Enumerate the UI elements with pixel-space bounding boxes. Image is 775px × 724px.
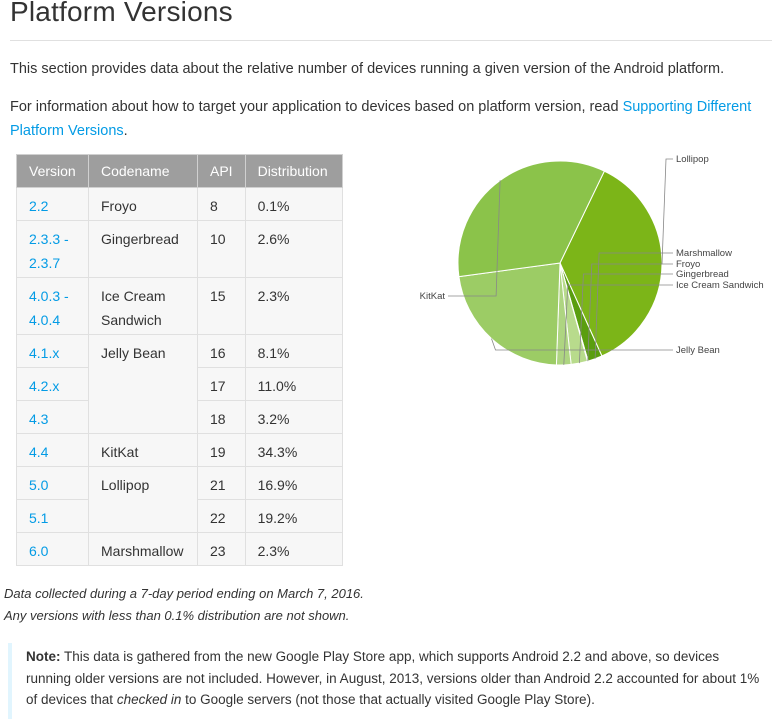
version-cell[interactable]: 4.0.3 - 4.0.4: [16, 277, 89, 335]
api-cell: 15: [197, 277, 246, 335]
distribution-cell: 2.3%: [244, 532, 343, 566]
api-cell: 22: [197, 499, 246, 533]
version-cell[interactable]: 2.3.3 - 2.3.7: [16, 220, 89, 278]
codename-cell: Ice Cream Sandwich: [88, 277, 198, 335]
api-cell: 10: [197, 220, 246, 278]
version-link[interactable]: 6.0: [29, 543, 49, 559]
pie-slice-jelly-bean: [458, 262, 561, 366]
pie-label-kitkat: KitKat: [420, 291, 446, 302]
header-distribution: Distribution: [244, 154, 343, 188]
info-suffix: .: [123, 123, 128, 139]
api-cell: 23: [197, 532, 246, 566]
table-row: 4.2.x 17 11.0%: [16, 367, 343, 401]
distribution-cell: 8.1%: [244, 334, 343, 368]
pie-label-marshmallow: Marshmallow: [676, 248, 732, 259]
version-cell[interactable]: 4.4: [16, 433, 89, 467]
table-header-row: Version Codename API Distribution: [16, 154, 343, 188]
version-link[interactable]: 4.0.3 - 4.0.4: [29, 288, 69, 328]
distribution-cell: 16.9%: [244, 466, 343, 500]
pie-label-jelly-bean: Jelly Bean: [676, 345, 720, 356]
pie-label-gingerbread: Gingerbread: [676, 269, 729, 280]
pie-label-froyo: Froyo: [676, 259, 700, 270]
api-cell: 16: [197, 334, 246, 368]
version-link[interactable]: 4.3: [29, 411, 49, 427]
table-row: 4.3 18 3.2%: [16, 400, 343, 434]
pie-leader-line: [448, 180, 501, 297]
supporting-versions-link[interactable]: Supporting Different Platform Versions: [10, 99, 752, 139]
codename-cell: KitKat: [88, 433, 198, 467]
distribution-cell: 3.2%: [244, 400, 343, 434]
version-cell[interactable]: 4.1.x: [16, 334, 89, 368]
api-cell: 21: [197, 466, 246, 500]
version-link[interactable]: 2.3.3 - 2.3.7: [29, 231, 69, 271]
version-table: Version Codename API Distribution 2.2 Fr…: [16, 154, 343, 566]
codename-cell: Froyo: [88, 187, 198, 221]
pie-label-ice-cream-sandwich: Ice Cream Sandwich: [676, 280, 764, 291]
version-link[interactable]: 4.1.x: [29, 345, 60, 361]
api-cell: 19: [197, 433, 246, 467]
distribution-cell: 11.0%: [244, 367, 343, 401]
note-box: Note: This data is gathered from the new…: [8, 643, 766, 719]
codename-cell: Jelly Bean: [88, 334, 198, 434]
info-paragraph: For information about how to target your…: [10, 95, 775, 143]
table-row: 2.3.3 - 2.3.7 Gingerbread 10 2.6%: [16, 220, 343, 278]
distribution-cell: 2.3%: [244, 277, 343, 335]
note-emphasis: checked in: [116, 692, 182, 707]
version-cell[interactable]: 4.2.x: [16, 367, 89, 401]
footnote-line-1: Data collected during a 7-day period end…: [4, 586, 364, 601]
page-title: Platform Versions: [10, 0, 233, 27]
version-cell[interactable]: 4.3: [16, 400, 89, 434]
footnote-line-2: Any versions with less than 0.1% distrib…: [4, 608, 350, 623]
table-row: 5.0 Lollipop 21 16.9%: [16, 466, 343, 533]
pie-leader-line: [594, 252, 673, 359]
pie-leader-line: [491, 338, 673, 351]
title-divider: [10, 40, 772, 41]
version-cell[interactable]: 6.0: [16, 532, 89, 566]
table-row: 4.4 KitKat 19 34.3%: [16, 433, 343, 467]
codename-cell: Gingerbread: [88, 220, 198, 278]
table-row: 6.0 Marshmallow 23 2.3%: [16, 532, 343, 566]
note-label: Note:: [26, 649, 61, 664]
version-link[interactable]: 5.1: [29, 510, 49, 526]
version-cell[interactable]: 5.0: [16, 466, 89, 500]
pie-leader-line: [587, 263, 673, 362]
note-text: This data is gathered from the new Googl…: [26, 649, 760, 707]
pie-leader-line: [563, 284, 673, 365]
pie-leader-line: [579, 273, 673, 364]
codename-cell: Marshmallow: [88, 532, 198, 566]
info-text: For information about how to target your…: [10, 99, 623, 115]
table-row: 4.0.3 - 4.0.4 Ice Cream Sandwich 15 2.3%: [16, 277, 343, 335]
table-row: 5.1 22 19.2%: [16, 499, 343, 533]
distribution-cell: 0.1%: [244, 187, 343, 221]
footnote: Data collected during a 7-day period end…: [4, 583, 364, 627]
version-link[interactable]: 5.0: [29, 477, 49, 493]
table-row: 4.1.x Jelly Bean 16 8.1%: [16, 334, 343, 434]
version-link[interactable]: 2.2: [29, 198, 49, 214]
version-link[interactable]: 4.4: [29, 444, 49, 460]
pie-label-lollipop: Lollipop: [676, 154, 709, 165]
distribution-cell: 19.2%: [244, 499, 343, 533]
api-cell: 18: [197, 400, 246, 434]
distribution-cell: 2.6%: [244, 220, 343, 278]
header-api: API: [197, 154, 246, 188]
version-cell[interactable]: 5.1: [16, 499, 89, 533]
version-cell[interactable]: 2.2: [16, 187, 89, 221]
version-link[interactable]: 4.2.x: [29, 378, 60, 394]
table-row: 2.2 Froyo 8 0.1%: [16, 187, 343, 221]
api-cell: 8: [197, 187, 246, 221]
pie-leader-line: [661, 158, 673, 265]
distribution-cell: 34.3%: [244, 433, 343, 467]
intro-paragraph: This section provides data about the rel…: [10, 61, 725, 77]
codename-cell: Lollipop: [88, 466, 198, 533]
header-codename: Codename: [88, 154, 198, 188]
note-text-end: to Google servers (not those that actual…: [181, 692, 595, 707]
api-cell: 17: [197, 367, 246, 401]
header-version: Version: [16, 154, 89, 188]
